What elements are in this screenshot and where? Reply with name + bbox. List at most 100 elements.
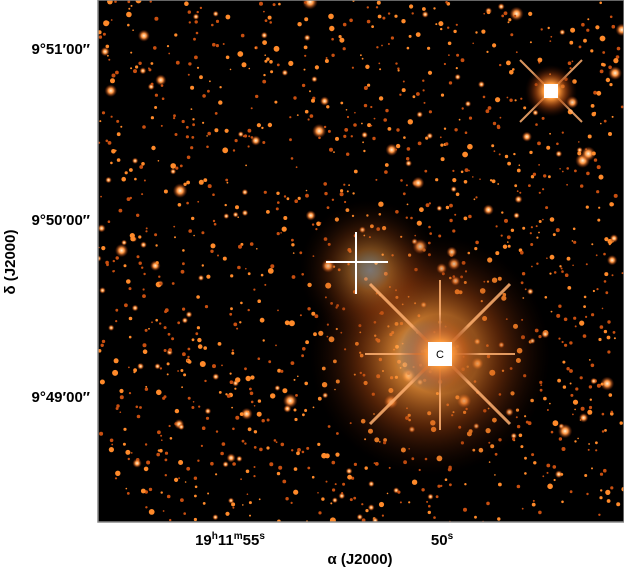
star: [502, 244, 508, 249]
star: [112, 259, 116, 263]
star: [516, 190, 519, 193]
star: [600, 489, 603, 492]
star: [452, 169, 455, 172]
star: [115, 256, 119, 260]
star: [98, 30, 102, 35]
star: [482, 95, 486, 99]
star: [543, 396, 547, 401]
star: [564, 273, 569, 278]
star: [506, 96, 509, 99]
star: [276, 232, 280, 236]
star: [538, 220, 542, 223]
star: [110, 115, 113, 118]
star: [192, 118, 195, 121]
star: [549, 272, 552, 275]
star: [185, 125, 189, 129]
star: [201, 231, 205, 235]
star: [416, 92, 420, 96]
star: [328, 13, 334, 20]
star: [218, 391, 222, 394]
star: [587, 409, 593, 415]
star: [297, 196, 301, 200]
star: [123, 264, 127, 268]
star: [299, 314, 302, 317]
star: [304, 1, 307, 4]
star: [253, 405, 256, 407]
star: [191, 136, 195, 139]
star: [193, 37, 196, 41]
star: [137, 362, 145, 370]
star: [566, 367, 570, 371]
star: [241, 188, 249, 196]
star: [160, 434, 163, 437]
star: [561, 447, 566, 451]
star: [280, 369, 284, 373]
star: [411, 479, 418, 485]
star: [609, 83, 613, 87]
star: [312, 123, 327, 139]
star: [345, 467, 353, 475]
star: [187, 360, 192, 364]
star: [307, 466, 311, 470]
star: [232, 211, 239, 218]
star: [601, 307, 604, 310]
star: [584, 474, 588, 477]
star: [607, 350, 611, 354]
star: [569, 341, 573, 345]
star: [102, 32, 106, 36]
star: [286, 197, 290, 201]
star: [263, 73, 266, 77]
star: [128, 392, 132, 395]
star: [556, 313, 561, 318]
star: [148, 509, 155, 515]
star: [439, 136, 442, 139]
star: [406, 203, 409, 206]
star: [598, 206, 601, 209]
star: [448, 81, 453, 85]
star: [588, 359, 591, 361]
nebula-glow: [300, 200, 440, 340]
star: [367, 83, 371, 87]
star: [266, 210, 270, 214]
star: [585, 205, 589, 209]
star: [142, 294, 146, 298]
star: [299, 251, 303, 255]
star: [177, 203, 182, 207]
star: [304, 409, 308, 412]
star: [542, 218, 544, 221]
star: [114, 243, 129, 258]
star: [212, 514, 219, 521]
star: [521, 131, 533, 142]
star: [182, 249, 185, 252]
star: [187, 396, 191, 400]
star: [116, 404, 120, 408]
star: [247, 308, 250, 312]
star: [348, 184, 350, 187]
star: [402, 80, 405, 83]
star: [226, 394, 231, 398]
star: [378, 96, 384, 101]
star: [220, 451, 224, 456]
star: [132, 458, 142, 468]
star: [274, 385, 281, 391]
star: [549, 40, 552, 42]
star: [297, 448, 301, 452]
star: [156, 389, 162, 396]
star: [174, 133, 178, 136]
star: [259, 317, 265, 323]
star: [162, 396, 166, 400]
star: [161, 97, 165, 100]
star: [463, 507, 467, 512]
star: [521, 272, 526, 276]
star: [528, 184, 531, 188]
star: [201, 426, 206, 431]
star: [538, 164, 540, 166]
star: [572, 264, 574, 267]
star: [253, 446, 257, 449]
star: [127, 0, 131, 4]
star: [261, 126, 264, 130]
star: [324, 191, 328, 196]
star: [561, 170, 564, 173]
